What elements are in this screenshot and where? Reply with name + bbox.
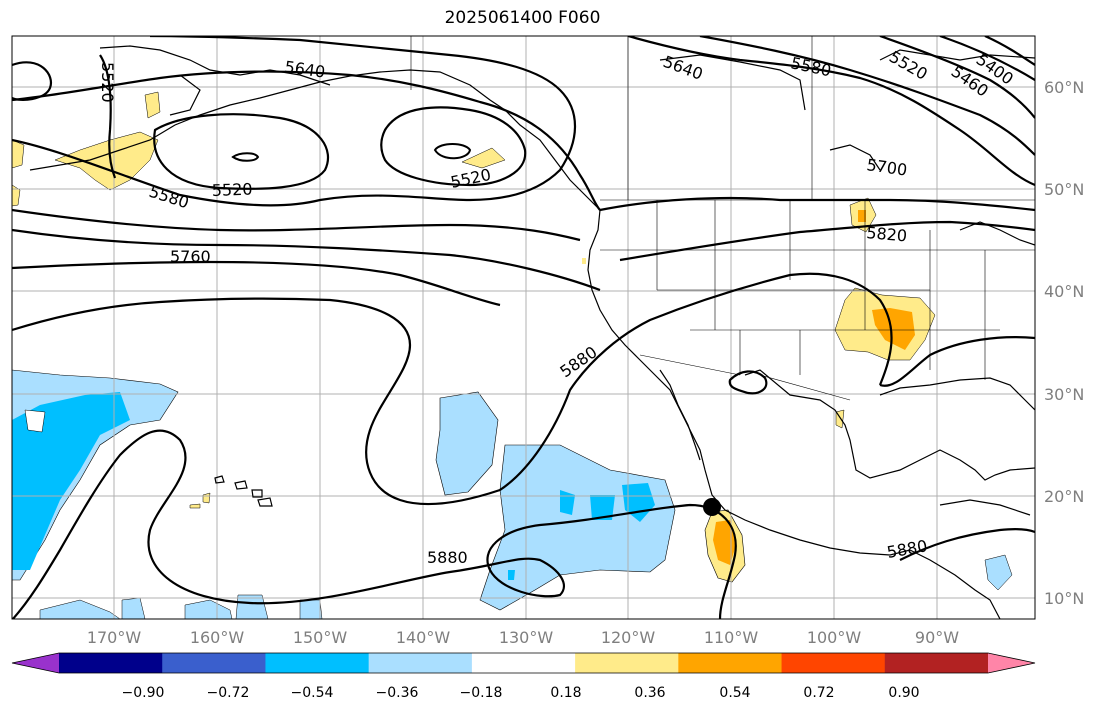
lat-tick-label: 40°N bbox=[1044, 282, 1084, 301]
colorbar-tick-label: 0.18 bbox=[550, 685, 581, 701]
lon-tick-label: 150°W bbox=[293, 628, 348, 647]
colorbar-segment bbox=[781, 653, 886, 673]
map-frame bbox=[11, 35, 1036, 620]
longitude-tick-labels: 170°W 160°W 150°W 140°W 130°W 120°W 110°… bbox=[87, 628, 959, 647]
lon-tick-label: 110°W bbox=[704, 628, 759, 647]
colorbar-tick-label: 0.36 bbox=[634, 685, 665, 701]
contour-label: 5520 bbox=[211, 180, 252, 200]
lon-tick-label: 140°W bbox=[396, 628, 451, 647]
lon-tick-label: 90°W bbox=[915, 628, 959, 647]
latitude-tick-labels: 60°N 50°N 40°N 30°N 20°N 10°N bbox=[1044, 78, 1084, 608]
storm-position-marker bbox=[703, 498, 721, 516]
colorbar-tick-label: −0.72 bbox=[207, 685, 250, 701]
contour-label: 5880 bbox=[427, 548, 468, 567]
lat-tick-label: 30°N bbox=[1044, 385, 1084, 404]
colorbar-outline bbox=[11, 652, 1036, 674]
lon-tick-label: 100°W bbox=[807, 628, 862, 647]
colorbar-tick-label: −0.90 bbox=[122, 685, 165, 701]
colorbar-segment bbox=[59, 653, 163, 673]
colorbar-segment bbox=[162, 653, 266, 673]
colorbar-segment bbox=[265, 653, 370, 673]
lon-tick-label: 120°W bbox=[601, 628, 656, 647]
map-title: 2025061400 F060 bbox=[444, 8, 601, 28]
colorbar-segment bbox=[471, 653, 576, 673]
colorbar-tick-label: −0.36 bbox=[376, 685, 419, 701]
low-centers bbox=[231, 143, 472, 162]
colorbar-segment bbox=[884, 653, 989, 673]
colorbar-tick-label: −0.54 bbox=[291, 685, 334, 701]
lon-tick-label: 130°W bbox=[499, 628, 554, 647]
colorbar-segment bbox=[575, 653, 679, 673]
lat-tick-label: 10°N bbox=[1044, 589, 1084, 608]
contour-label: 5520 bbox=[98, 62, 117, 103]
contour-label: 5820 bbox=[866, 223, 908, 245]
colorbar-tick-label: 0.54 bbox=[719, 685, 750, 701]
lon-tick-label: 160°W bbox=[190, 628, 245, 647]
height-contours bbox=[12, 36, 1035, 619]
colorbar-segment bbox=[368, 653, 473, 673]
lat-tick-label: 50°N bbox=[1044, 180, 1084, 199]
colorbar-tick-label: −0.18 bbox=[460, 685, 503, 701]
colorbar-tick-labels: −0.90 −0.72 −0.54 −0.36 −0.18 0.18 0.36 … bbox=[122, 685, 920, 701]
gridlines bbox=[12, 36, 1035, 619]
colorbar-extend-max bbox=[988, 653, 1035, 673]
lon-tick-label: 170°W bbox=[87, 628, 142, 647]
negative-anomaly-shading bbox=[12, 369, 1013, 619]
lat-tick-label: 20°N bbox=[1044, 487, 1084, 506]
colorbar-tick-label: 0.72 bbox=[803, 685, 834, 701]
contour-label: 5760 bbox=[170, 247, 211, 266]
colorbar-tick-label: 0.90 bbox=[888, 685, 919, 701]
lat-tick-label: 60°N bbox=[1044, 78, 1084, 97]
colorbar bbox=[11, 652, 1036, 674]
colorbar-segment bbox=[678, 653, 783, 673]
colorbar-extend-min bbox=[12, 653, 59, 673]
